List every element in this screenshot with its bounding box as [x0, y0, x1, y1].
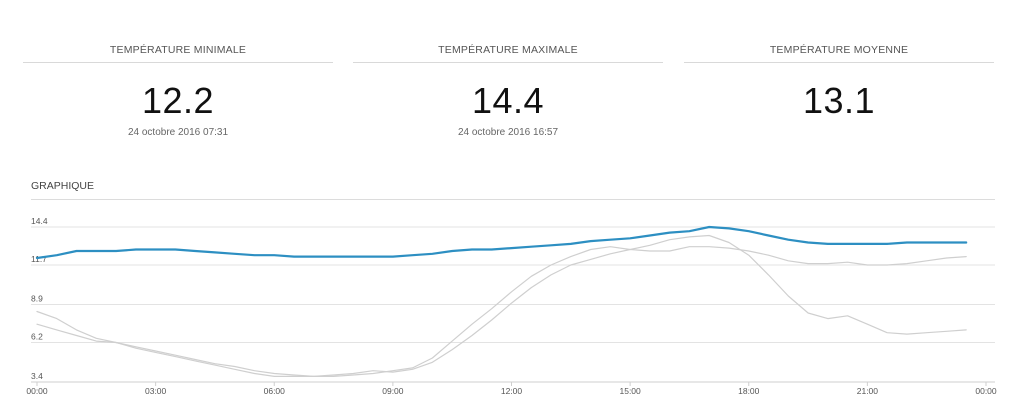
x-tick-label: 09:00: [382, 386, 404, 396]
stat-label: TEMPÉRATURE MOYENNE: [769, 44, 909, 56]
x-tick-label: 03:00: [145, 386, 167, 396]
y-tick-label: 11.7: [31, 254, 47, 264]
series-line-secondary: [36, 246, 967, 377]
x-tick-label: 21:00: [857, 386, 879, 396]
stat-value: 12.2: [141, 80, 215, 121]
x-tick-label: 00:00: [26, 386, 48, 396]
temperature-chart: 14.4 11.7 8.9 6.2 3.4 00:00 03:00 06:00 09:00 12:…: [26, 216, 997, 396]
x-tick-label: 12:00: [501, 386, 523, 396]
y-tick-label: 6.2: [31, 332, 43, 342]
section-title: GRAPHIQUE: [31, 180, 95, 192]
y-tick-label: 3.4: [31, 371, 43, 381]
stat-value: 14.4: [471, 80, 545, 121]
series-line-temperature: [35, 225, 968, 260]
x-tick-label: 06:00: [264, 386, 286, 396]
stat-label: TEMPÉRATURE MINIMALE: [109, 44, 247, 56]
series-line-secondary: [36, 234, 967, 377]
x-tick-label: 18:00: [738, 386, 760, 396]
divider: [684, 62, 994, 63]
stat-date: 24 octobre 2016 07:31: [127, 127, 229, 138]
y-tick-label: 14.4: [31, 216, 48, 226]
x-tick-label: 15:00: [619, 386, 641, 396]
divider: [23, 62, 333, 63]
divider: [353, 62, 663, 63]
stat-value: 13.1: [802, 80, 876, 121]
stat-date: 24 octobre 2016 16:57: [457, 127, 559, 138]
divider: [31, 199, 995, 200]
stat-label: TEMPÉRATURE MAXIMALE: [438, 44, 578, 56]
y-tick-label: 8.9: [31, 294, 43, 304]
x-tick-label: 00:00: [975, 386, 997, 396]
